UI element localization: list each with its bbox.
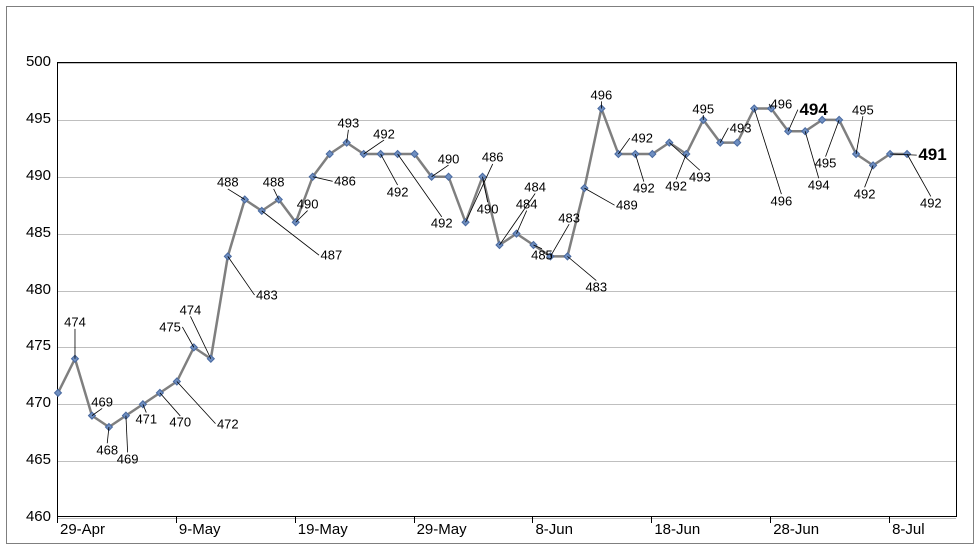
x-tick [176, 517, 177, 523]
data-label: 486 [482, 150, 504, 165]
data-label: 492 [854, 186, 876, 201]
x-tick [651, 517, 652, 523]
data-label: 494 [808, 177, 830, 192]
data-label: 492 [920, 195, 942, 210]
y-tick-label: 480 [17, 281, 51, 298]
x-tick [295, 517, 296, 523]
data-label: 490 [477, 201, 499, 216]
leader-line [584, 188, 614, 205]
line-series [58, 63, 958, 518]
y-tick-label: 470 [17, 394, 51, 411]
leader-line [865, 165, 873, 187]
data-label: 496 [771, 96, 793, 111]
data-label: 485 [531, 248, 553, 263]
x-tick-label: 8-Jun [535, 521, 573, 538]
x-tick [889, 517, 890, 523]
leader-line [635, 154, 643, 182]
y-tick-label: 465 [17, 451, 51, 468]
data-label: 495 [692, 101, 714, 116]
leader-line [126, 416, 128, 453]
x-tick-label: 29-Apr [60, 521, 105, 538]
leader-line [618, 138, 629, 154]
data-label: 469 [117, 451, 139, 466]
leader-line [313, 177, 333, 182]
leader-line [160, 393, 180, 416]
data-marker [445, 173, 452, 180]
data-label: 491 [918, 145, 946, 165]
chart-frame: 4744694684694714704724754744834884874884… [6, 6, 974, 544]
x-tick-label: 19-May [298, 521, 348, 538]
gridline [58, 518, 956, 519]
leader-line [754, 109, 781, 195]
x-tick-label: 9-May [179, 521, 221, 538]
data-label: 492 [387, 184, 409, 199]
data-label: 488 [263, 175, 285, 190]
data-label: 495 [852, 102, 874, 117]
data-label: 495 [815, 156, 837, 171]
leader-line [669, 143, 700, 171]
data-label: 490 [438, 151, 460, 166]
y-tick-label: 485 [17, 224, 51, 241]
data-label: 487 [321, 248, 343, 263]
leader-line [567, 256, 596, 280]
data-label: 468 [96, 442, 118, 457]
leader-line [432, 165, 449, 177]
data-label: 474 [180, 302, 202, 317]
data-label: 472 [217, 416, 239, 431]
data-label: 492 [633, 181, 655, 196]
leader-line [262, 211, 319, 255]
data-label: 496 [591, 87, 613, 102]
leader-line [676, 154, 686, 179]
leader-line [550, 224, 569, 256]
leader-line [856, 116, 863, 154]
leader-line [788, 110, 798, 132]
leader-line [720, 128, 728, 143]
data-label: 493 [689, 169, 711, 184]
data-label: 483 [256, 288, 278, 303]
x-tick-label: 28-Jun [773, 521, 819, 538]
data-label: 470 [169, 415, 191, 430]
data-label: 493 [730, 120, 752, 135]
leader-line [228, 256, 255, 295]
data-label: 483 [585, 280, 607, 295]
x-tick [770, 517, 771, 523]
data-label: 492 [665, 178, 687, 193]
leader-line [182, 327, 193, 347]
plot-area: 4744694684694714704724754744834884874884… [57, 62, 957, 517]
leader-line [228, 189, 245, 200]
data-label: 494 [799, 100, 827, 120]
leader-line [92, 408, 102, 415]
data-label: 483 [558, 210, 580, 225]
y-tick-label: 500 [17, 53, 51, 70]
x-tick-label: 29-May [417, 521, 467, 538]
data-label: 492 [373, 126, 395, 141]
leader-line [826, 120, 840, 157]
y-tick-label: 475 [17, 337, 51, 354]
data-label: 484 [524, 179, 546, 194]
data-label: 489 [616, 198, 638, 213]
data-label: 488 [217, 175, 239, 190]
data-label: 490 [297, 197, 319, 212]
x-tick [532, 517, 533, 523]
x-tick [57, 517, 58, 523]
data-label: 475 [159, 319, 181, 334]
x-tick-label: 18-Jun [654, 521, 700, 538]
data-label: 496 [771, 193, 793, 208]
data-label: 492 [631, 131, 653, 146]
x-tick [414, 517, 415, 523]
leader-line [381, 154, 398, 185]
data-label: 492 [431, 216, 453, 231]
data-label: 471 [135, 412, 157, 427]
x-tick-label: 8-Jul [892, 521, 925, 538]
data-label: 484 [516, 197, 538, 212]
leader-line [516, 211, 526, 234]
data-label: 493 [338, 116, 360, 131]
y-tick-label: 490 [17, 167, 51, 184]
data-label: 474 [64, 315, 86, 330]
data-label: 486 [334, 174, 356, 189]
y-tick-label: 495 [17, 110, 51, 127]
y-tick-label: 460 [17, 508, 51, 525]
data-label: 469 [91, 394, 113, 409]
